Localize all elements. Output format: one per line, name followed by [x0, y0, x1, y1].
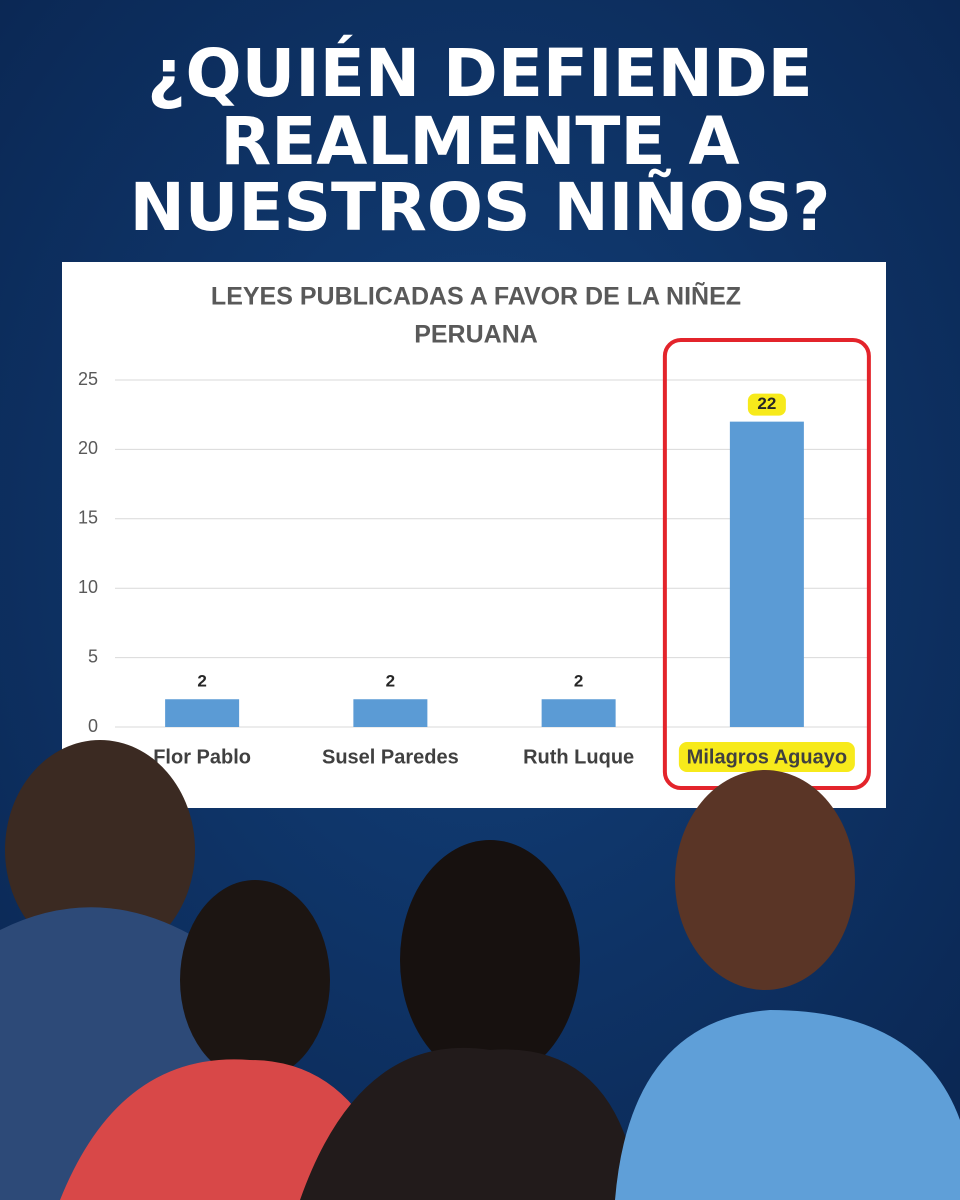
bar — [729, 421, 804, 727]
y-tick-label: 10 — [78, 577, 98, 597]
headline: ¿QUIÉN DEFIENDE — [147, 34, 813, 112]
photo-figure — [675, 770, 855, 990]
headline: REALMENTE A — [220, 103, 739, 180]
photo-figure — [300, 1047, 640, 1200]
x-tick-label: Ruth Luque — [523, 746, 634, 768]
x-tick-label: Susel Paredes — [322, 746, 459, 768]
y-tick-label: 5 — [88, 646, 98, 666]
x-tick-label: Milagros Aguayo — [687, 746, 847, 768]
category-highlight — [678, 742, 855, 772]
x-tick-label: Flor Pablo — [153, 746, 251, 768]
value-label: 2 — [386, 672, 395, 691]
photo-figure — [5, 740, 195, 960]
y-tick-label: 15 — [78, 508, 98, 528]
y-tick-label: 20 — [78, 438, 98, 458]
value-label: 2 — [197, 672, 206, 691]
bar — [353, 699, 428, 727]
chart-title: PERUANA — [414, 321, 538, 349]
y-tick-label: 0 — [88, 716, 98, 736]
headline: NUESTROS NIÑOS? — [130, 169, 831, 246]
value-label: 2 — [574, 672, 583, 691]
value-label-highlight — [747, 393, 786, 416]
photo-figure — [400, 840, 580, 1080]
chart-title: LEYES PUBLICADAS A FAVOR DE LA NIÑEZ — [211, 281, 741, 311]
bar — [165, 699, 240, 727]
y-tick-label: 25 — [78, 369, 98, 389]
bar — [541, 699, 616, 727]
photo-figure — [180, 880, 330, 1080]
photo-figure — [615, 1010, 960, 1200]
value-label: 22 — [757, 394, 776, 413]
photo-group — [0, 740, 960, 1200]
